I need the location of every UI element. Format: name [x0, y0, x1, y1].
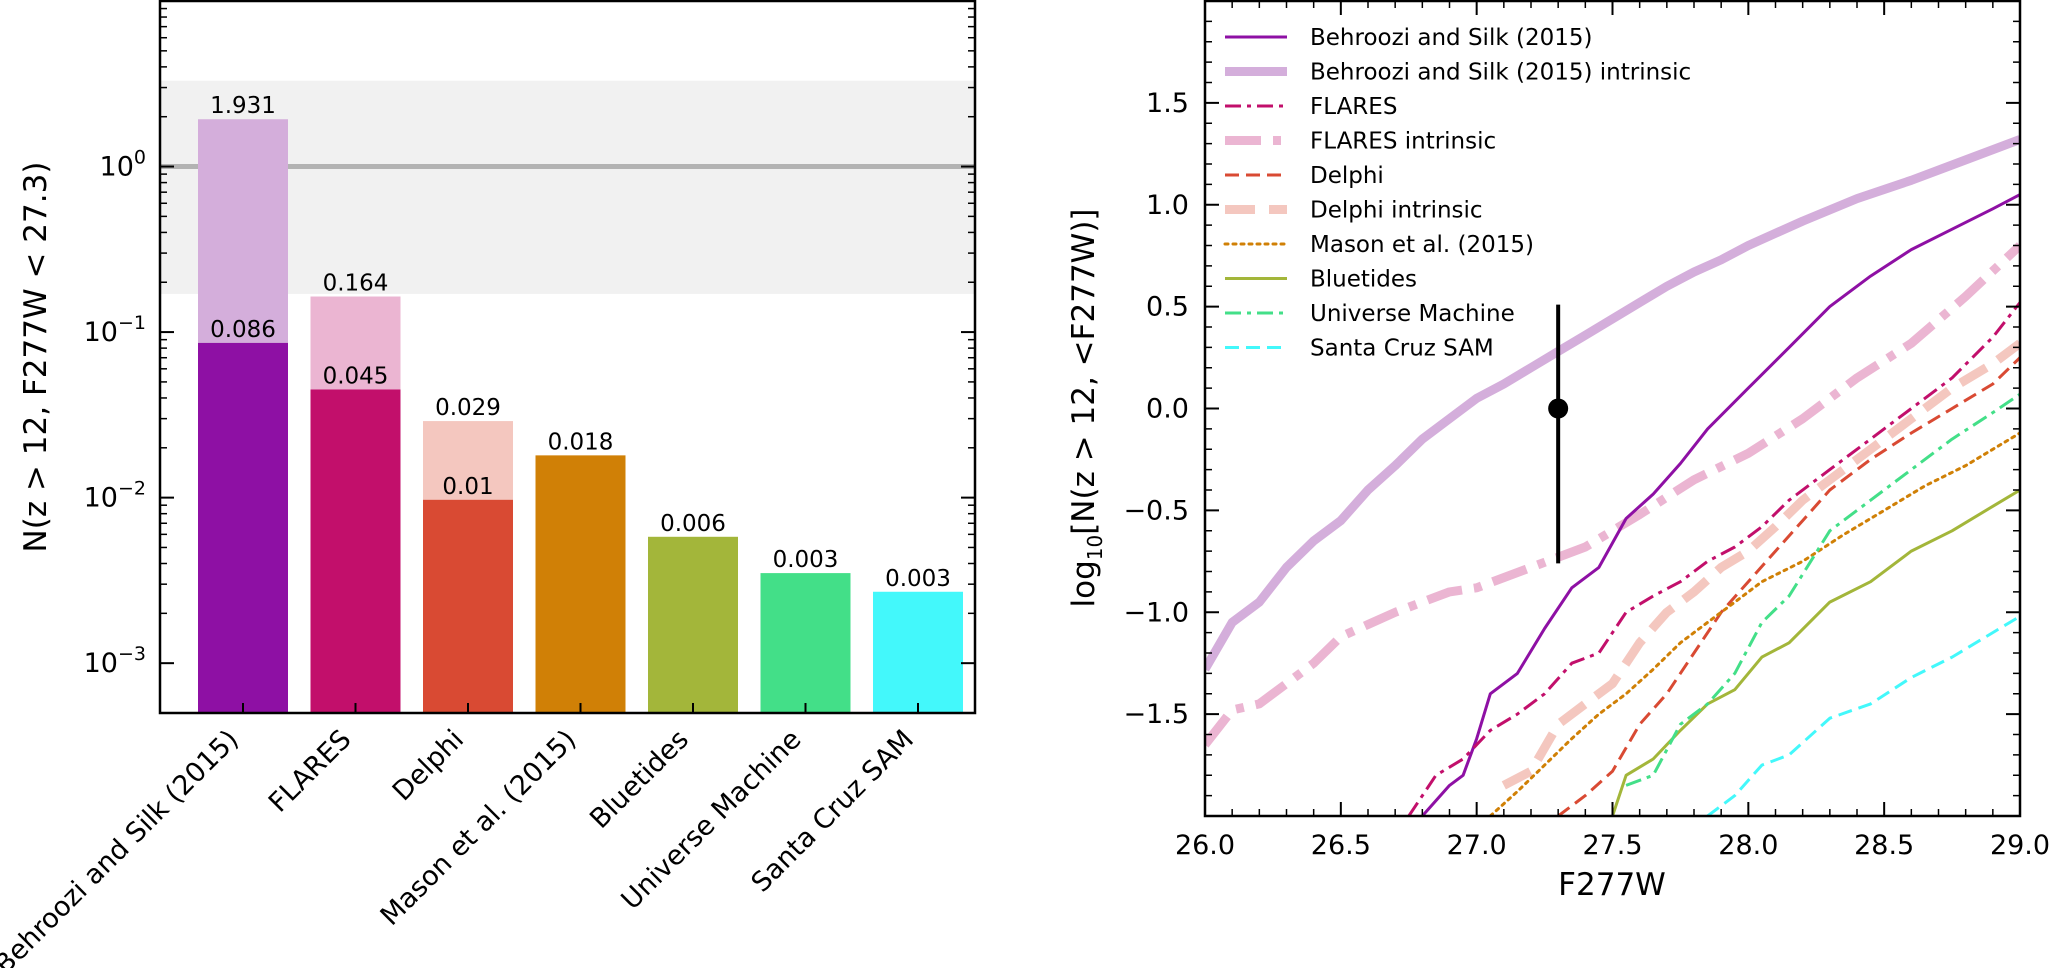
legend-label: Delphi — [1310, 163, 1384, 189]
line-chart-x-tick-label: 27.5 — [1582, 830, 1642, 861]
series-line — [1488, 431, 2020, 816]
line-chart-panel: 26.0 26.5 27.0 27.5 28.0 28.5 29.0 −1.5 −1.0 −0.… — [1066, 0, 2050, 903]
bar-chart-y-axis-label: N(z > 12, F277W < 27.3) — [18, 162, 54, 553]
line-chart-y-label-part: [N(z — [1066, 471, 1102, 535]
bar-chart-x-tick-label: Behroozi and Silk (2015) — [0, 724, 245, 968]
y-tick-base: 10 — [84, 648, 118, 679]
bar — [198, 342, 288, 713]
bar-chart-y-tick-label: 10−2 — [84, 478, 146, 514]
line-chart-y-tick-label: −1.0 — [1123, 597, 1189, 628]
bar-chart-y-label-part: 27.3) — [18, 162, 54, 243]
legend-label: Santa Cruz SAM — [1310, 336, 1494, 362]
line-chart-y-tick-label: 0.5 — [1146, 292, 1189, 323]
line-chart-y-axis: −1.5 −1.0 −0.5 0.0 0.5 1.0 1.5 — [1123, 0, 2020, 817]
bar-chart-y-label-part: 12, F277W — [18, 288, 54, 455]
bar — [873, 591, 963, 713]
bar-chart-x-tick-label: Mason et al. (2015) — [375, 724, 583, 932]
bar-value-label: 0.003 — [773, 547, 839, 573]
series-line — [1625, 392, 2020, 787]
bar-chart-panel: 1.931 0.086 0.164 0.045 0.029 0.01 0.018 0.006 0… — [0, 0, 977, 968]
error-bar-marker — [1548, 398, 1569, 419]
line-series — [1205, 135, 2020, 816]
y-tick-exponent: −2 — [118, 478, 146, 500]
bar-chart-y-tick-label: 100 — [100, 147, 146, 183]
bar — [760, 573, 851, 713]
legend-label: Behroozi and Silk (2015) intrinsic — [1310, 60, 1691, 86]
bar-chart-x-axis: Behroozi and Silk (2015) FLARES DelphiMaso… — [0, 703, 920, 968]
line-chart-y-tick-label: 1.0 — [1146, 190, 1189, 221]
y-tick-base: 10 — [84, 317, 118, 348]
legend-label: Mason et al. (2015) — [1310, 232, 1534, 258]
bar — [535, 455, 626, 713]
line-chart-x-axis: 26.0 26.5 27.0 27.5 28.0 28.5 29.0 — [1175, 1, 2050, 861]
bar-value-label: 0.01 — [442, 474, 493, 500]
y-tick-exponent: −1 — [118, 312, 146, 334]
line-chart-x-axis-label: F277W — [1558, 867, 1666, 903]
bar-chart-uncertainty-band — [160, 80, 975, 294]
series-line — [1611, 488, 2020, 816]
series-line — [1407, 301, 2020, 816]
bar-intrinsic-label: 0.029 — [435, 395, 501, 421]
legend-label: FLARES — [1310, 94, 1397, 120]
bar-value-label: 0.018 — [548, 429, 614, 455]
bar-value-label: 0.045 — [323, 363, 389, 389]
line-chart-y-tick-label: −1.5 — [1123, 699, 1189, 730]
line-chart-y-label-part: F277W)] — [1066, 208, 1102, 340]
bar — [310, 389, 401, 713]
line-chart-x-tick-label: 28.5 — [1854, 830, 1914, 861]
bar — [648, 536, 738, 713]
bar-chart-x-tick-label: FLARES — [263, 724, 357, 818]
bar-intrinsic-label: 1.931 — [210, 93, 276, 119]
legend-label: Universe Machine — [1310, 301, 1515, 327]
series-line — [1421, 193, 2020, 816]
bar-chart-y-tick-label: 10−3 — [84, 643, 146, 679]
bar-intrinsic-label: 0.164 — [323, 271, 389, 297]
series-line — [1205, 135, 2020, 672]
bar-series: 1.931 0.086 0.164 0.045 0.029 0.01 0.018 0.006 0… — [198, 93, 963, 713]
line-chart-y-tick-label: 1.5 — [1146, 88, 1189, 119]
line-chart-y-label-part: > — [1066, 425, 1102, 471]
line-chart-y-label-part: < — [1066, 340, 1102, 366]
bar-chart-y-tick-label: 10−1 — [84, 312, 146, 348]
y-tick-base: 10 — [100, 152, 134, 183]
line-chart-x-tick-label: 26.5 — [1311, 830, 1371, 861]
bar-chart-y-label-part: N(z — [18, 501, 54, 553]
line-chart-legend: Behroozi and Silk (2015) Behroozi and Sil… — [1223, 25, 1691, 362]
line-chart-x-tick-label: 27.0 — [1447, 830, 1507, 861]
line-chart-y-label-part: 12, — [1066, 366, 1102, 425]
line-chart-y-tick-label: −0.5 — [1123, 495, 1189, 526]
error-bar-point — [1548, 304, 1569, 564]
line-chart-x-tick-label: 28.0 — [1718, 830, 1778, 861]
bar-value-label: 0.006 — [660, 511, 726, 537]
y-tick-exponent: −3 — [118, 643, 146, 665]
series-line — [1706, 615, 2020, 816]
bar-chart-x-tick-label: Bluetides — [584, 724, 695, 835]
legend-label: Bluetides — [1310, 267, 1417, 293]
bar-chart-y-label-part: > — [18, 455, 54, 501]
bar-value-label: 0.086 — [210, 317, 276, 343]
series-line — [1557, 356, 2020, 816]
bar-value-label: 0.003 — [885, 566, 951, 592]
line-chart-plot-frame — [1203, 0, 2022, 818]
bar — [423, 499, 513, 713]
y-tick-base: 10 — [84, 483, 118, 514]
line-chart-y-label-part: 10 — [1083, 535, 1107, 560]
y-tick-exponent: 0 — [134, 147, 146, 169]
legend-label: Behroozi and Silk (2015) — [1310, 25, 1592, 51]
line-chart-y-axis-label: log10[N(z > 12, <F277W)] — [1066, 208, 1107, 607]
bar-chart-y-label-part: < — [18, 243, 54, 289]
series-line — [1501, 339, 2020, 790]
line-chart-x-tick-label: 26.0 — [1175, 830, 1235, 861]
series-line — [1205, 242, 2020, 748]
line-chart-y-label-part: log — [1066, 560, 1102, 607]
line-chart-y-tick-label: 0.0 — [1146, 394, 1189, 425]
legend-label: FLARES intrinsic — [1310, 129, 1496, 155]
line-chart-x-tick-label: 29.0 — [1990, 830, 2050, 861]
bar-chart-x-tick-label: Delphi — [387, 724, 470, 807]
legend-label: Delphi intrinsic — [1310, 198, 1483, 224]
